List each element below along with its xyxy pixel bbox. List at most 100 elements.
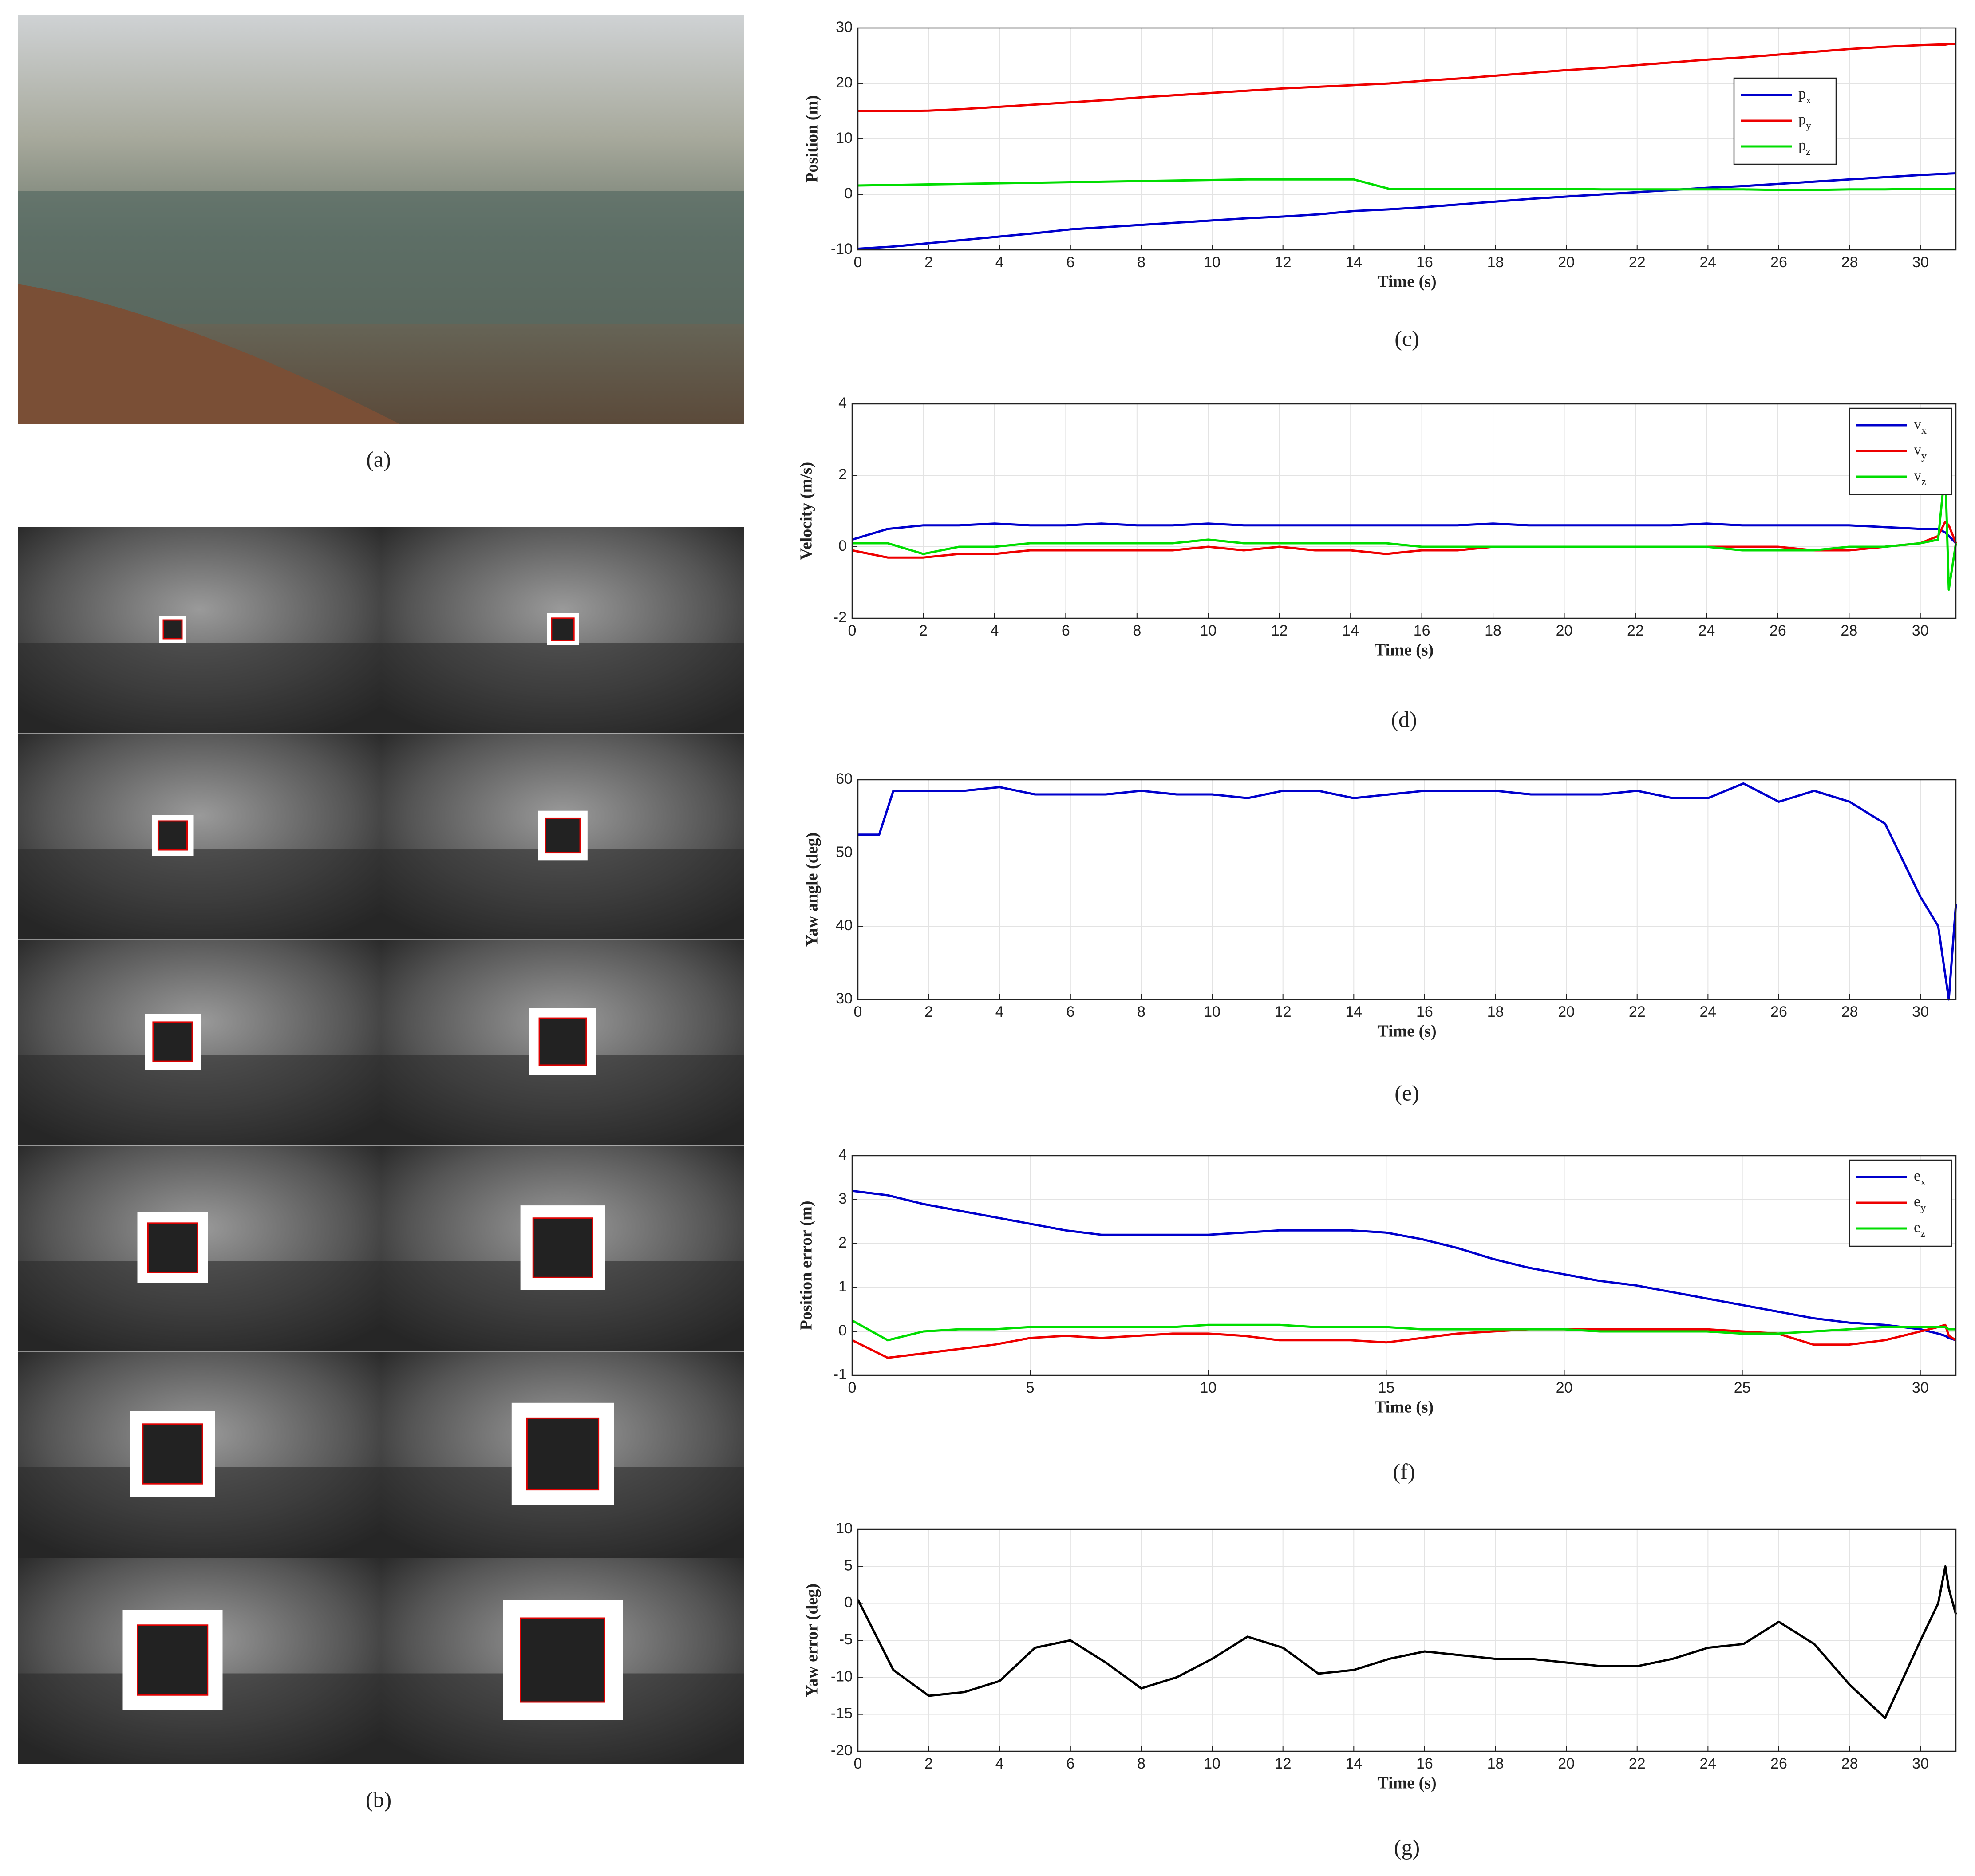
x-tick-label: 10 bbox=[1204, 254, 1221, 271]
x-axis-label: Time (s) bbox=[1375, 1398, 1434, 1417]
y-tick-label: 50 bbox=[836, 844, 853, 861]
x-tick-label: 24 bbox=[1699, 1003, 1716, 1020]
x-tick-label: 0 bbox=[854, 254, 862, 271]
plot-area bbox=[852, 1156, 1956, 1375]
data-line bbox=[857, 178, 1956, 191]
data-line bbox=[852, 467, 1957, 591]
y-tick-label: 20 bbox=[836, 74, 853, 91]
y-tick-label: -15 bbox=[831, 1705, 853, 1722]
x-tick-label: 26 bbox=[1770, 1755, 1787, 1772]
frame-water bbox=[381, 849, 744, 940]
x-tick-label: 8 bbox=[1137, 1003, 1146, 1020]
x-tick-label: 6 bbox=[1066, 1003, 1074, 1020]
caption: (g) bbox=[1394, 1835, 1420, 1860]
y-tick-label: 3 bbox=[838, 1190, 847, 1207]
x-tick-label: 4 bbox=[995, 254, 1004, 271]
y-tick-label: -5 bbox=[839, 1631, 853, 1648]
marker-code bbox=[147, 1222, 198, 1273]
x-tick-label: 30 bbox=[1912, 1003, 1929, 1020]
y-tick-label: -1 bbox=[833, 1366, 847, 1383]
y-tick-label: -20 bbox=[831, 1742, 853, 1759]
x-tick-label: 26 bbox=[1770, 254, 1787, 271]
y-tick-label: 1 bbox=[838, 1278, 847, 1295]
y-tick-label: -10 bbox=[831, 1668, 853, 1685]
x-tick-label: 28 bbox=[1841, 254, 1858, 271]
x-tick-label: 6 bbox=[1066, 1755, 1074, 1772]
plot-area bbox=[858, 780, 1956, 999]
x-tick-label: 16 bbox=[1416, 1755, 1433, 1772]
x-tick-label: 10 bbox=[1200, 622, 1217, 639]
x-tick-label: 18 bbox=[1485, 622, 1501, 639]
x-tick-label: 18 bbox=[1487, 1003, 1504, 1020]
y-tick-label: 0 bbox=[844, 1594, 853, 1611]
marker-code bbox=[532, 1217, 593, 1278]
data-line bbox=[857, 1565, 1957, 1719]
caption: (c) bbox=[1394, 326, 1419, 351]
y-tick-label: 10 bbox=[836, 130, 853, 146]
x-tick-label: 12 bbox=[1271, 622, 1288, 639]
axes-frame bbox=[851, 403, 1957, 619]
x-tick-label: 24 bbox=[1698, 622, 1715, 639]
x-tick-label: 2 bbox=[924, 254, 933, 271]
x-tick-label: 30 bbox=[1912, 1379, 1929, 1396]
x-tick-label: 30 bbox=[1912, 1755, 1929, 1772]
x-tick-label: 26 bbox=[1770, 1003, 1787, 1020]
x-tick-label: 22 bbox=[1627, 622, 1644, 639]
marker-code bbox=[545, 817, 581, 854]
x-tick-label: 12 bbox=[1275, 1755, 1292, 1772]
frame-water bbox=[18, 849, 381, 940]
x-tick-label: 20 bbox=[1556, 622, 1573, 639]
data-line bbox=[852, 521, 1957, 559]
y-axis-label: Position error (m) bbox=[797, 1201, 816, 1331]
y-tick-label: 0 bbox=[838, 537, 847, 554]
x-tick-label: 0 bbox=[854, 1003, 862, 1020]
photo-b bbox=[18, 527, 744, 1764]
x-axis-label: Time (s) bbox=[1377, 273, 1436, 291]
marker-code bbox=[152, 1021, 193, 1062]
x-tick-label: 10 bbox=[1200, 1379, 1217, 1396]
x-axis-label: Time (s) bbox=[1375, 641, 1434, 660]
x-tick-label: 18 bbox=[1487, 254, 1504, 271]
data-line bbox=[858, 43, 1956, 112]
y-tick-label: -2 bbox=[833, 609, 847, 626]
x-tick-label: 4 bbox=[990, 622, 999, 639]
x-tick-label: 12 bbox=[1275, 254, 1292, 271]
data-line bbox=[857, 172, 1956, 250]
x-tick-label: 20 bbox=[1558, 1003, 1575, 1020]
x-tick-label: 2 bbox=[924, 1003, 933, 1020]
x-tick-label: 2 bbox=[924, 1755, 933, 1772]
x-tick-label: 20 bbox=[1558, 254, 1575, 271]
x-tick-label: 16 bbox=[1414, 622, 1430, 639]
x-tick-label: 28 bbox=[1841, 622, 1857, 639]
caption: (d) bbox=[1391, 707, 1417, 731]
caption: (a) bbox=[366, 446, 391, 471]
x-tick-label: 14 bbox=[1345, 254, 1362, 271]
y-tick-label: 0 bbox=[838, 1322, 847, 1339]
caption: (e) bbox=[1394, 1080, 1419, 1105]
y-tick-label: 30 bbox=[836, 19, 853, 36]
x-tick-label: 26 bbox=[1770, 622, 1786, 639]
x-tick-label: 22 bbox=[1629, 254, 1646, 271]
x-tick-label: 25 bbox=[1734, 1379, 1751, 1396]
y-tick-label: -10 bbox=[831, 241, 853, 257]
x-tick-label: 24 bbox=[1699, 254, 1716, 271]
x-tick-label: 10 bbox=[1204, 1003, 1221, 1020]
x-tick-label: 10 bbox=[1204, 1755, 1221, 1772]
x-tick-label: 20 bbox=[1558, 1755, 1575, 1772]
marker-code bbox=[162, 619, 183, 640]
axes-frame bbox=[857, 1528, 1957, 1752]
x-tick-label: 0 bbox=[848, 622, 857, 639]
y-tick-label: 2 bbox=[838, 466, 847, 483]
marker-code bbox=[551, 617, 575, 641]
data-line bbox=[851, 1323, 1957, 1359]
data-line bbox=[851, 1319, 1956, 1342]
x-tick-label: 4 bbox=[995, 1755, 1004, 1772]
y-tick-label: 4 bbox=[838, 395, 847, 411]
x-tick-label: 5 bbox=[1026, 1379, 1035, 1396]
x-tick-label: 22 bbox=[1629, 1003, 1646, 1020]
x-tick-label: 20 bbox=[1556, 1379, 1573, 1396]
plot-area bbox=[852, 404, 1956, 618]
x-tick-label: 14 bbox=[1342, 622, 1359, 639]
x-tick-label: 15 bbox=[1378, 1379, 1394, 1396]
